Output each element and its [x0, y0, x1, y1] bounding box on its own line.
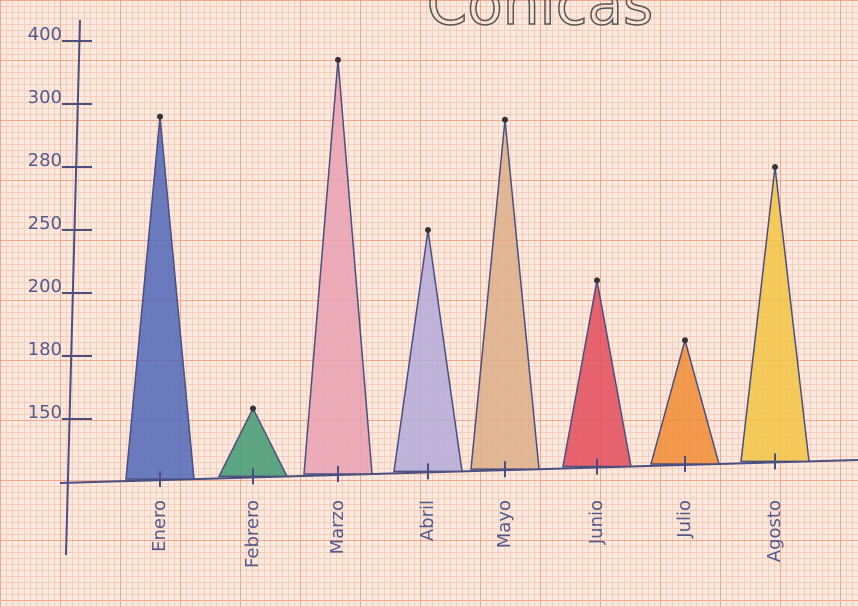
cone-apex	[502, 117, 508, 123]
x-tick-label: Marzo	[327, 500, 348, 554]
cone	[394, 230, 462, 471]
x-tick-label: Mayo	[494, 500, 515, 548]
y-axis	[66, 20, 80, 555]
chart: Cónicas 150 180 200 250 280 300 400 Enero Febrer…	[0, 0, 858, 607]
y-tick-label: 400	[28, 24, 62, 45]
cone-apex	[250, 406, 256, 412]
cone	[471, 120, 539, 469]
cone-apex	[682, 337, 688, 343]
cone	[651, 340, 719, 464]
y-tick-label: 180	[28, 339, 62, 360]
cone	[304, 60, 372, 474]
y-tick-label: 250	[28, 213, 62, 234]
cone-apex	[425, 227, 431, 233]
cone-apex	[157, 114, 163, 120]
x-tick-label: Junio	[586, 500, 607, 545]
y-tick-label: 200	[28, 276, 62, 297]
x-tick-label: Febrero	[242, 500, 263, 568]
cone-apex	[772, 164, 778, 170]
cone	[126, 117, 194, 480]
x-tick-label: Julio	[674, 500, 695, 539]
cone	[741, 167, 809, 461]
chart-title: Cónicas	[427, 0, 654, 38]
x-tick-label: Enero	[149, 500, 170, 552]
y-tick-label: 150	[28, 402, 62, 423]
cone	[219, 409, 287, 477]
x-tick-label: Agosto	[764, 500, 785, 562]
x-tick-label: Abril	[417, 500, 438, 541]
cone	[563, 280, 631, 466]
cone-apex	[594, 277, 600, 283]
y-tick-label: 280	[28, 150, 62, 171]
page: Cónicas 150 180 200 250 280 300 400 Enero Febrer…	[0, 0, 858, 607]
y-tick-label: 300	[28, 87, 62, 108]
cone-apex	[335, 57, 341, 63]
